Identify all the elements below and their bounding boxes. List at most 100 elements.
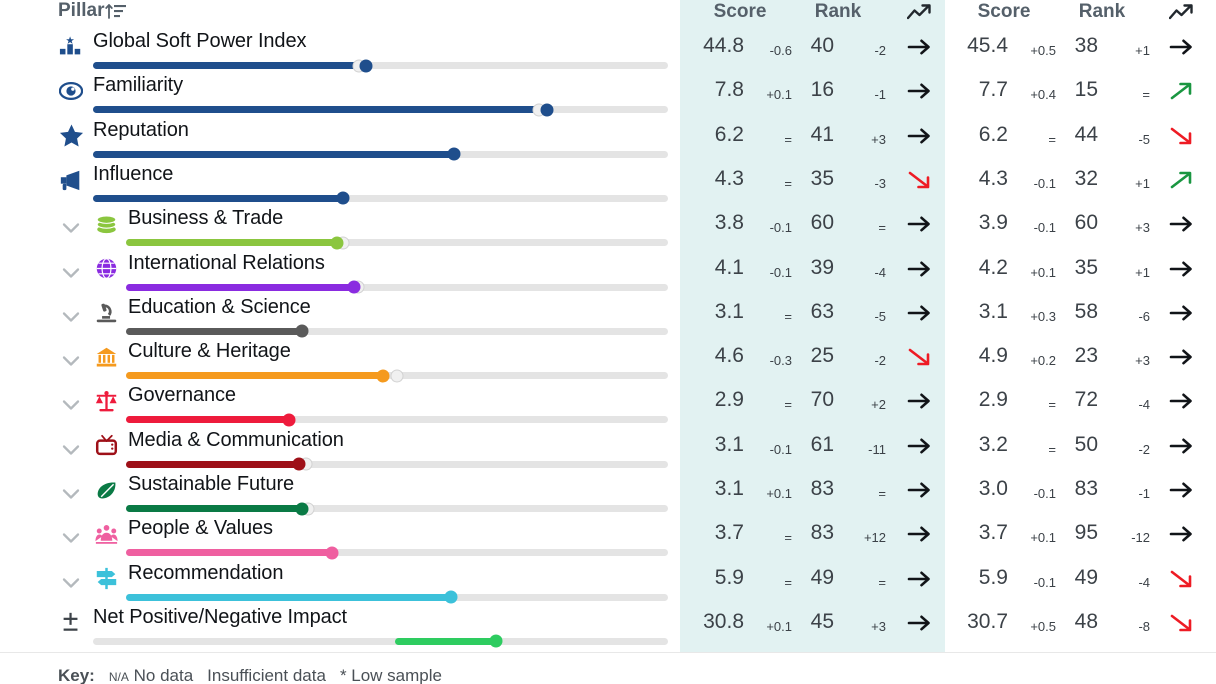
score-slider-fill — [126, 593, 452, 601]
rank-delta-right: -8 — [1138, 618, 1150, 634]
trend-flat-icon — [1165, 213, 1199, 240]
pillar-row[interactable]: Reputation 6.2 = 41 +3 6.2 = 44 -5 — [0, 117, 1216, 161]
trend-flat-icon — [903, 390, 937, 417]
score-delta-right: +0.1 — [1030, 264, 1056, 280]
score-left: 3.1 — [714, 299, 744, 323]
score-slider-track[interactable] — [126, 413, 668, 427]
score-slider-knob[interactable] — [347, 280, 361, 294]
score-delta-left: = — [784, 308, 792, 324]
score-slider-knob[interactable] — [359, 59, 373, 72]
header-score-left[interactable]: Score — [713, 1, 767, 22]
left-metric-band — [680, 0, 945, 652]
pillar-row[interactable]: Sustainable Future 3.1 +0.1 83 = 3.0 -0.1 83 -1 — [0, 471, 1216, 515]
score-slider-track[interactable] — [126, 457, 668, 471]
rank-delta-right: -6 — [1138, 308, 1150, 324]
score-delta-right: +0.4 — [1030, 87, 1056, 103]
score-slider-track[interactable] — [126, 590, 668, 604]
chevron-down-icon[interactable] — [60, 350, 82, 372]
score-slider-knob[interactable] — [540, 103, 554, 117]
pillar-row[interactable]: Business & Trade 3.8 -0.1 60 = 3.9 -0.1 60 +3 — [0, 205, 1216, 250]
pillar-row[interactable]: Global Soft Power Index 44.8 -0.6 40 -2 45.4… — [0, 28, 1216, 72]
trend-flat-icon — [1165, 346, 1199, 373]
rank-left: 35 — [810, 166, 834, 190]
chevron-down-icon[interactable] — [60, 262, 82, 284]
score-slider-track[interactable] — [126, 502, 668, 515]
header-rank-right[interactable]: Rank — [1078, 1, 1126, 22]
rank-delta-left: +3 — [871, 618, 886, 634]
rank-delta-right: +1 — [1135, 175, 1150, 191]
pillar-column-header[interactable]: Pillar — [58, 0, 127, 22]
score-slider-knob[interactable] — [336, 191, 350, 205]
score-slider-knob[interactable] — [292, 457, 306, 471]
score-slider-knob[interactable] — [376, 369, 390, 383]
rank-left: 45 — [810, 609, 834, 633]
score-slider-knob[interactable] — [330, 236, 344, 250]
chevron-down-icon[interactable] — [60, 483, 82, 505]
score-delta-right: +0.1 — [1030, 530, 1056, 546]
pillar-row[interactable]: Governance 2.9 = 70 +2 2.9 = 72 -4 — [0, 382, 1216, 427]
header-score-right[interactable]: Score — [977, 1, 1031, 22]
rank-left: 16 — [810, 78, 834, 102]
rank-delta-left: = — [878, 574, 886, 590]
score-slider-knob[interactable] — [295, 324, 309, 338]
pillar-row[interactable]: Familiarity 7.8 +0.1 16 -1 7.7 +0.4 15 = — [0, 72, 1216, 117]
rank-delta-right: +1 — [1135, 43, 1150, 58]
trend-up-icon — [1165, 80, 1199, 107]
rank-right: 50 — [1074, 432, 1098, 456]
score-slider-track[interactable] — [93, 634, 668, 648]
trend-flat-icon — [903, 80, 937, 107]
score-slider-track[interactable] — [126, 236, 668, 250]
trend-flat-icon — [903, 568, 937, 595]
trend-flat-icon — [1165, 523, 1199, 550]
score-slider-knob[interactable] — [489, 634, 502, 648]
rank-left: 39 — [810, 255, 834, 279]
score-slider-knob[interactable] — [295, 502, 309, 515]
eye-icon — [58, 78, 84, 104]
pillar-label: People & Values — [128, 517, 273, 540]
score-left: 3.7 — [714, 521, 744, 545]
score-delta-right: = — [1048, 131, 1056, 147]
chevron-down-icon[interactable] — [60, 217, 82, 239]
trend-up-icon — [1165, 169, 1199, 196]
score-left: 4.3 — [714, 166, 744, 190]
pillar-row[interactable]: Culture & Heritage 4.6 -0.3 25 -2 4.9 +0.2 23 +… — [0, 338, 1216, 383]
sort-ascending-icon[interactable] — [105, 2, 127, 21]
score-slider-knob[interactable] — [444, 590, 458, 604]
rank-delta-left: = — [878, 486, 886, 501]
score-slider-track[interactable] — [93, 147, 668, 161]
trend-flat-icon — [1165, 390, 1199, 417]
pillar-row[interactable]: Net Positive/Negative Impact 30.8 +0.1 45 +3… — [0, 604, 1216, 648]
chevron-down-icon[interactable] — [60, 527, 82, 549]
pillar-row[interactable]: Recommendation 5.9 = 49 = 5.9 -0.1 49 -4 — [0, 560, 1216, 604]
score-delta-left: = — [784, 530, 792, 546]
score-slider-fill — [93, 62, 367, 69]
score-slider-track[interactable] — [93, 59, 668, 72]
pillar-row[interactable]: Media & Communication 3.1 -0.1 61 -11 3.2 = 50… — [0, 427, 1216, 471]
chevron-down-icon[interactable] — [60, 394, 82, 416]
score-right: 3.0 — [978, 477, 1008, 500]
pillar-row[interactable]: People & Values 3.7 = 83 +12 3.7 +0.1 95 -12 — [0, 515, 1216, 560]
score-slider-knob[interactable] — [282, 413, 296, 427]
score-left: 3.8 — [714, 211, 744, 235]
pillar-row[interactable]: Influence 4.3 = 35 -3 4.3 -0.1 32 +1 — [0, 161, 1216, 205]
score-slider-knob[interactable] — [447, 147, 461, 161]
score-slider-track[interactable] — [126, 280, 668, 294]
pillar-row[interactable]: Education & Science 3.1 = 63 -5 3.1 +0.3 58 -6 — [0, 294, 1216, 338]
score-slider-track[interactable] — [126, 324, 668, 338]
rank-delta-left: -2 — [874, 43, 886, 58]
rank-left: 83 — [810, 521, 834, 545]
chevron-down-icon[interactable] — [60, 306, 82, 328]
score-delta-right: -0.1 — [1033, 486, 1056, 501]
header-rank-left[interactable]: Rank — [814, 1, 862, 22]
score-slider-track[interactable] — [126, 546, 668, 560]
score-right: 7.7 — [978, 78, 1008, 102]
pillar-row[interactable]: International Relations 4.1 -0.1 39 -4 4.2 +0… — [0, 250, 1216, 294]
chevron-down-icon[interactable] — [60, 572, 82, 594]
score-delta-left: = — [784, 131, 792, 147]
score-slider-track[interactable] — [93, 191, 668, 205]
score-slider-track[interactable] — [93, 103, 668, 117]
score-left: 3.1 — [714, 432, 744, 456]
score-slider-track[interactable] — [126, 369, 668, 383]
chevron-down-icon[interactable] — [60, 439, 82, 461]
score-slider-knob[interactable] — [325, 546, 339, 560]
